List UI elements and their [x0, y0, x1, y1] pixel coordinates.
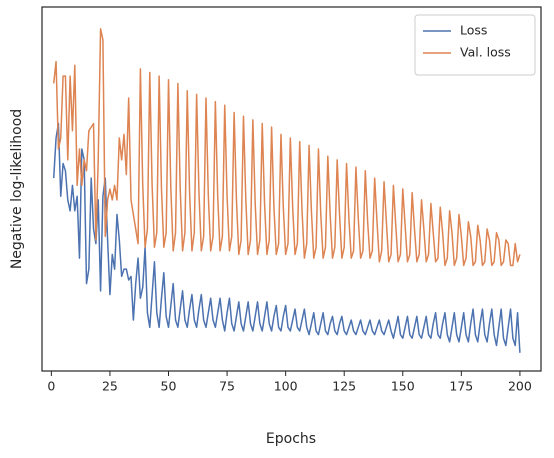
legend-label: Val. loss: [460, 45, 511, 60]
x-tick-label: 175: [449, 379, 473, 394]
plot-frame: [41, 6, 542, 372]
legend-label: Loss: [460, 23, 487, 38]
x-tick-label: 50: [161, 379, 177, 394]
x-tick-label: 25: [102, 379, 118, 394]
x-axis-label: Epochs: [266, 431, 316, 447]
line-series: [52, 122, 521, 353]
x-tick-label: 125: [332, 379, 356, 394]
line-series: [52, 28, 521, 267]
legend-box: [414, 14, 536, 76]
x-tick-label: 100: [274, 379, 298, 394]
x-tick-label: 75: [219, 379, 235, 394]
y-axis-label: Negative log-likelihood: [9, 109, 25, 269]
x-tick-label: 0: [47, 379, 55, 394]
x-tick-label: 200: [508, 379, 532, 394]
x-tick-label: 150: [391, 379, 415, 394]
